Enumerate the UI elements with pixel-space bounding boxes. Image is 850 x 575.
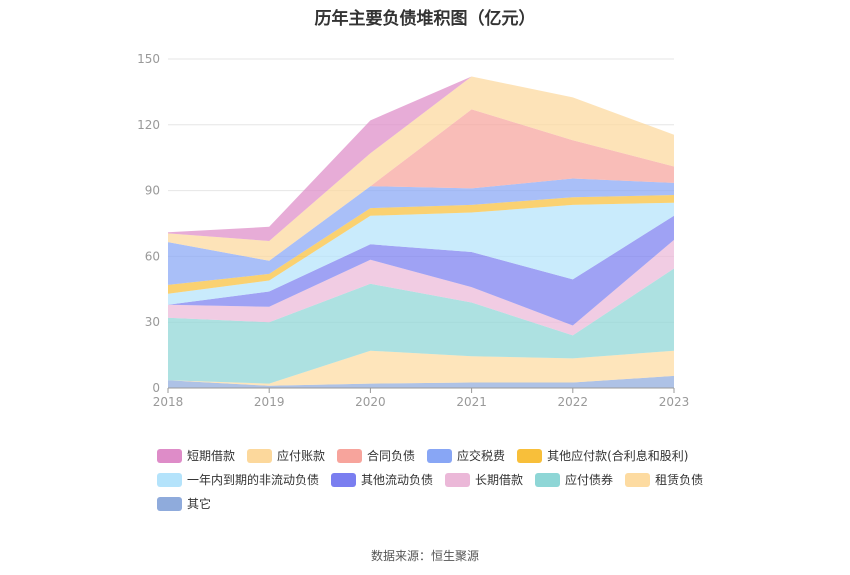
legend-label: 租赁负债 — [655, 473, 704, 487]
legend-swatch — [427, 448, 453, 463]
legend-label: 应付账款 — [277, 449, 326, 463]
legend-item[interactable]: 一年内到期的非流动负债 — [157, 472, 319, 487]
area-租赁负债 — [168, 350, 674, 386]
area-一年内到期的非流动负债 — [168, 202, 674, 305]
y-tick-label: 150 — [137, 52, 160, 66]
y-tick-label: 90 — [145, 184, 160, 198]
y-tick-label: 0 — [152, 381, 160, 395]
legend-item[interactable]: 应付账款 — [247, 448, 325, 463]
x-tick-label: 2023 — [659, 395, 690, 409]
area-应交税费 — [168, 178, 674, 285]
y-tick-label: 120 — [137, 118, 160, 132]
area-长期借款 — [168, 239, 674, 336]
y-tick-label: 30 — [145, 315, 160, 329]
area-应付账款 — [168, 76, 674, 261]
legend-swatch — [517, 448, 543, 463]
area-应付债券 — [168, 268, 674, 384]
legend-item[interactable]: 其它 — [157, 496, 211, 511]
legend-swatch — [157, 472, 182, 487]
legend-swatch — [337, 448, 363, 463]
legend-label: 长期借款 — [475, 473, 524, 487]
legend-label: 其他应付款(合利息和股利) — [547, 449, 689, 463]
legend-label: 应付债券 — [565, 473, 614, 487]
legend-label: 应交税费 — [457, 449, 506, 463]
x-tick-label: 2021 — [456, 395, 487, 409]
area-合同负债 — [168, 109, 674, 261]
legend-item[interactable]: 应交税费 — [427, 448, 505, 463]
legend-label: 合同负债 — [367, 449, 416, 463]
area-其他应付款(合利息和股利) — [168, 195, 674, 294]
x-tick-label: 2022 — [558, 395, 589, 409]
legend-swatch — [247, 448, 273, 463]
area-其他流动负债 — [168, 215, 674, 326]
legend-swatch — [445, 472, 471, 487]
area-layers — [168, 76, 674, 388]
chart-title: 历年主要负债堆积图（亿元） — [314, 9, 536, 29]
legend-item[interactable]: 长期借款 — [445, 472, 523, 487]
legend-label: 其它 — [187, 497, 212, 511]
legend-item[interactable]: 租赁负债 — [625, 472, 703, 487]
legend-swatch — [535, 472, 561, 487]
legend-item[interactable]: 合同负债 — [337, 448, 415, 463]
legend-item[interactable]: 其他流动负债 — [331, 472, 433, 487]
legend-label: 一年内到期的非流动负债 — [187, 473, 320, 487]
y-tick-label: 60 — [145, 249, 160, 263]
legend-label: 其他流动负债 — [361, 473, 434, 487]
legend-item[interactable]: 短期借款 — [157, 448, 235, 463]
legend-label: 短期借款 — [187, 449, 236, 463]
axes: 0 30 60 90 120 150 2018 2019 2020 2021 2022 2023 — [137, 52, 689, 409]
legend-item[interactable]: 其他应付款(合利息和股利) — [517, 448, 688, 463]
area-其它 — [168, 375, 674, 388]
x-tick-label: 2020 — [355, 395, 386, 409]
legend-swatch — [157, 496, 182, 511]
x-tick-label: 2019 — [254, 395, 285, 409]
legend-swatch — [625, 472, 651, 487]
x-tick-label: 2018 — [153, 395, 184, 409]
legend-item[interactable]: 应付债券 — [535, 472, 613, 487]
legend-swatch — [157, 448, 182, 463]
area-短期借款 — [168, 76, 674, 241]
legend: 短期借款 应付账款 合同负债 应交税费 其他应付款(合利息和股利) 一年内到期的非流动负债… — [157, 448, 717, 511]
legend-swatch — [331, 472, 357, 487]
data-source: 数据来源：恒生聚源 — [370, 549, 479, 563]
